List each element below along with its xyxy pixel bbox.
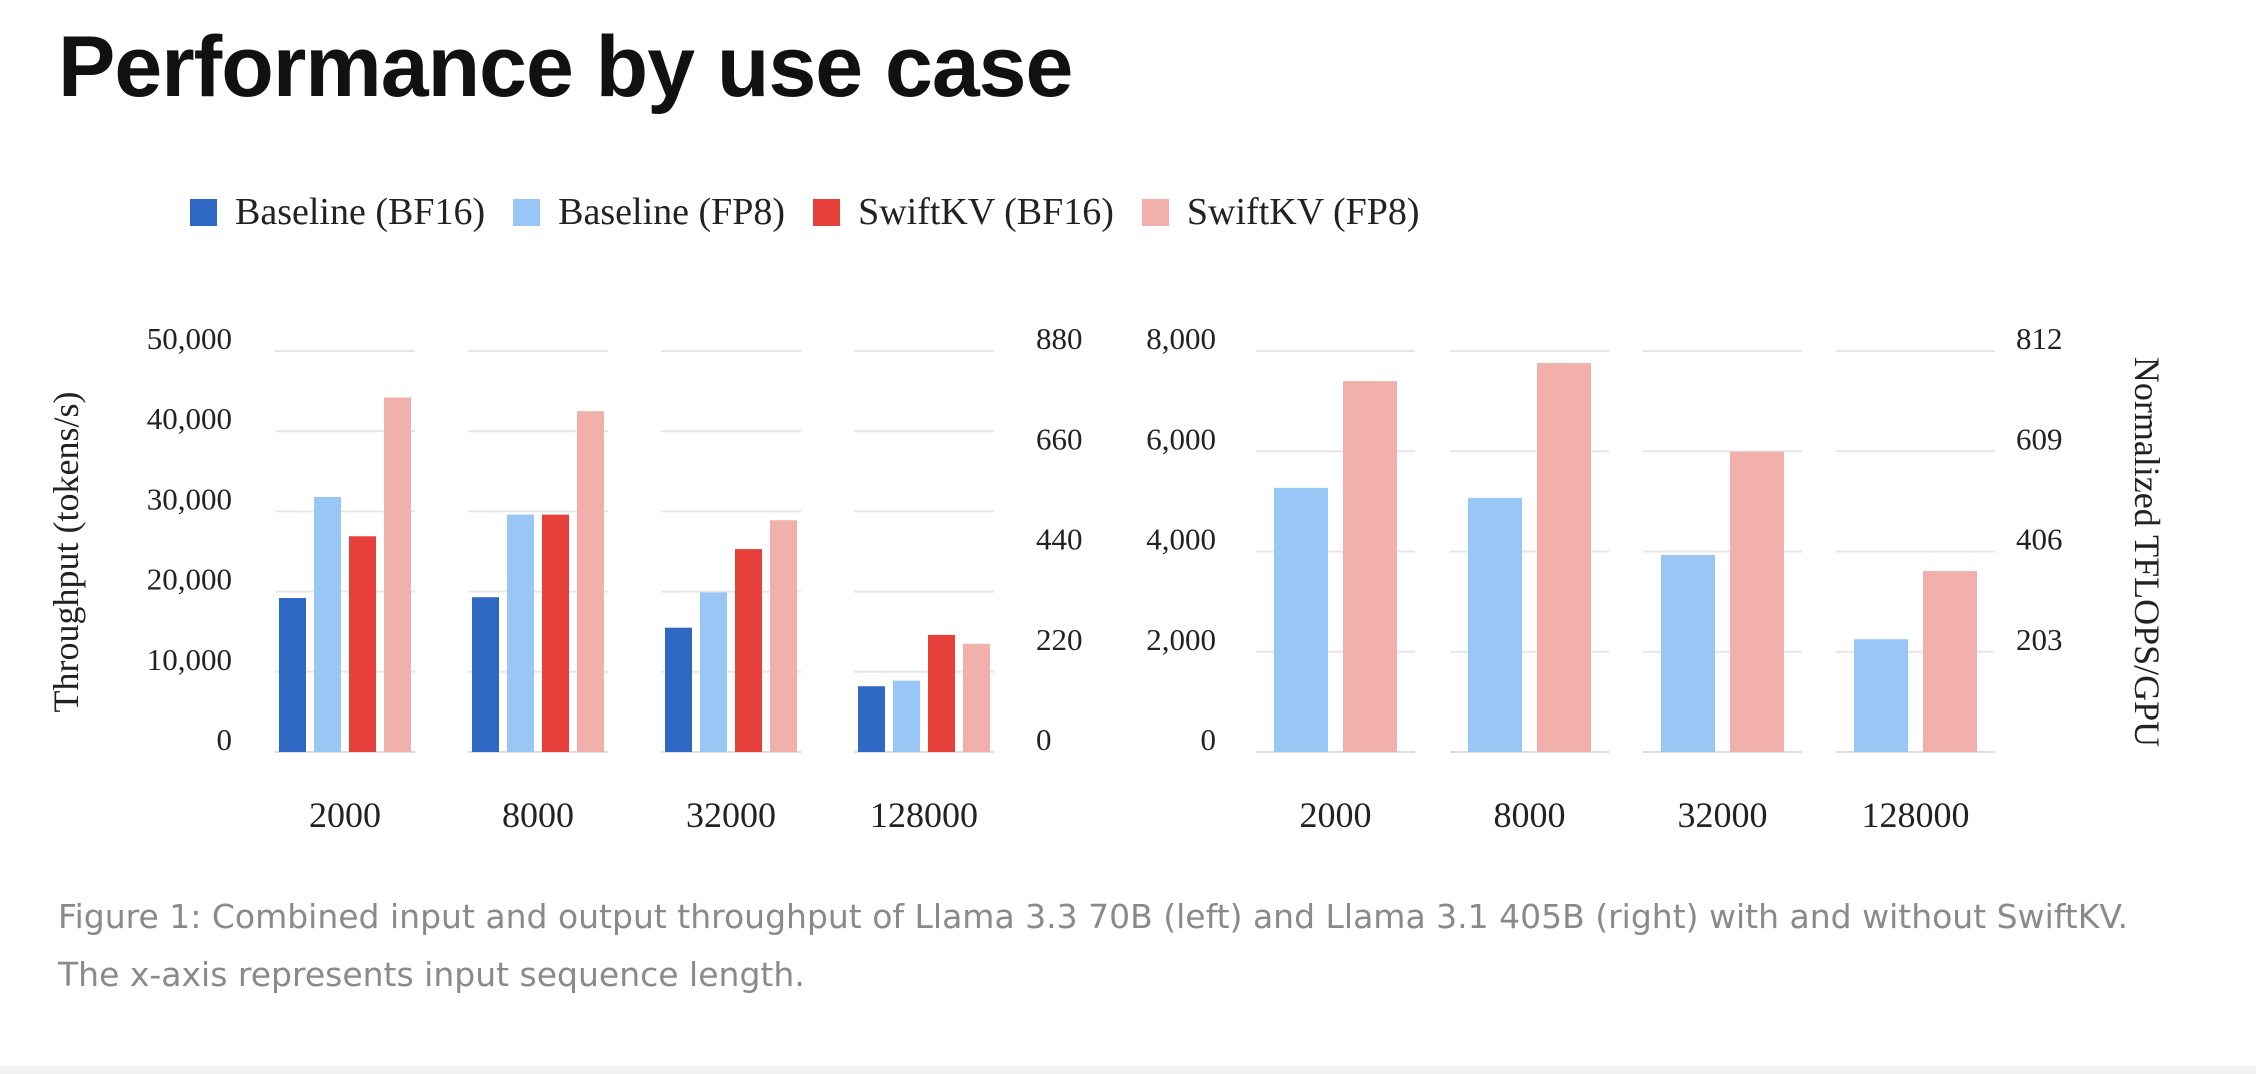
legend-label-swiftkv-fp8: SwiftKV (FP8) xyxy=(1186,191,1420,233)
left-chart-bar-baseline-fp8-2000 xyxy=(314,496,341,752)
right-chart-category-label: 32000 xyxy=(1678,795,1768,835)
left-chart-ytick-label: 20,000 xyxy=(147,562,232,597)
left-chart-ytick-label: 50,000 xyxy=(147,321,232,356)
legend-swatch-swiftkv-bf16 xyxy=(813,198,841,226)
right-chart-ytick-label: 0 xyxy=(1201,722,1217,757)
right-chart-ytick-label: 8,000 xyxy=(1146,321,1216,356)
left-chart-bar-swiftkv-fp8-128000 xyxy=(963,643,990,752)
figure-caption: Figure 1: Combined input and output thro… xyxy=(58,897,2129,994)
legend-item-swiftkv-fp8: SwiftKV (FP8) xyxy=(1141,190,1420,234)
left-chart-bar-swiftkv-bf16-2000 xyxy=(349,536,376,752)
charts-svg: 0 10,000 20,000 30,000 40,000 50,000 0 220 440 66… xyxy=(46,321,2167,835)
right-chart-y2label: Normalized TFLOPS/GPU xyxy=(2127,357,2167,747)
bottom-divider xyxy=(0,1066,2256,1074)
right-chart-bar-baseline-fp8-32000 xyxy=(1661,555,1715,752)
legend-swatch-baseline-fp8 xyxy=(513,198,541,226)
right-chart-bar-baseline-fp8-8000 xyxy=(1468,497,1522,752)
left-chart-category-label: 32000 xyxy=(686,795,776,835)
right-chart-bar-swiftkv-fp8-128000 xyxy=(1923,571,1977,752)
left-chart-bar-swiftkv-fp8-8000 xyxy=(577,411,604,752)
left-chart-ytick-label: 30,000 xyxy=(147,481,232,516)
left-chart-category-label: 2000 xyxy=(309,795,381,835)
right-chart-y2tick-label: 812 xyxy=(2016,321,2063,356)
left-chart-bar-baseline-fp8-8000 xyxy=(507,514,534,752)
right-chart-category-label: 2000 xyxy=(1300,795,1372,835)
right-chart-bar-swiftkv-fp8-32000 xyxy=(1730,451,1784,752)
left-chart-ytick-label: 0 xyxy=(217,722,233,757)
left-chart-category-label: 128000 xyxy=(870,795,978,835)
left-chart-y2tick-label: 440 xyxy=(1036,522,1083,557)
right-chart-ytick-label: 4,000 xyxy=(1146,522,1216,557)
left-chart-bar-swiftkv-fp8-32000 xyxy=(770,520,797,752)
right-chart-y2tick-label: 203 xyxy=(2016,622,2063,657)
left-chart-y2tick-label: 0 xyxy=(1036,722,1052,757)
legend-swatch-swiftkv-fp8 xyxy=(1141,198,1169,226)
left-chart-ylabel: Throughput (tokens/s) xyxy=(46,392,86,713)
left-chart-bar-swiftkv-bf16-8000 xyxy=(542,514,569,752)
page-title: Performance by use case xyxy=(58,19,1073,115)
right-chart-y2tick-label: 406 xyxy=(2016,522,2063,557)
chart-legend: Baseline (BF16) Baseline (FP8) SwiftKV (… xyxy=(190,186,1448,238)
left-chart-bar-baseline-bf16-32000 xyxy=(665,627,692,752)
legend-label-baseline-bf16: Baseline (BF16) xyxy=(235,191,486,233)
left-chart-bar-baseline-bf16-8000 xyxy=(472,597,499,752)
legend-item-baseline-fp8: Baseline (FP8) xyxy=(513,190,785,234)
right-chart-bar-baseline-fp8-128000 xyxy=(1854,639,1908,752)
left-chart-category-label: 8000 xyxy=(502,795,574,835)
left-chart-bar-baseline-bf16-2000 xyxy=(279,598,306,752)
legend-label-swiftkv-bf16: SwiftKV (BF16) xyxy=(858,191,1114,233)
left-chart-y2tick-label: 220 xyxy=(1036,622,1083,657)
right-chart-bar-swiftkv-fp8-2000 xyxy=(1343,381,1397,752)
left-chart-bar-baseline-bf16-128000 xyxy=(858,686,885,752)
left-chart-y2tick-label: 660 xyxy=(1036,421,1083,456)
left-chart-bar-baseline-fp8-32000 xyxy=(700,592,727,752)
legend-swatch-baseline-bf16 xyxy=(190,198,217,226)
right-chart-bar-baseline-fp8-2000 xyxy=(1274,487,1328,752)
left-chart-ytick-label: 10,000 xyxy=(147,642,232,677)
right-chart-category-label: 8000 xyxy=(1494,795,1566,835)
right-chart-y2tick-label: 609 xyxy=(2016,421,2063,456)
left-chart-bar-baseline-fp8-128000 xyxy=(893,680,920,752)
left-chart-y2tick-label: 880 xyxy=(1036,321,1083,356)
legend-item-swiftkv-bf16: SwiftKV (BF16) xyxy=(813,190,1114,234)
right-chart-category-label: 128000 xyxy=(1862,795,1970,835)
legend-item-baseline-bf16: Baseline (BF16) xyxy=(190,190,485,234)
legend-label-baseline-fp8: Baseline (FP8) xyxy=(558,191,786,233)
left-chart-bar-swiftkv-fp8-2000 xyxy=(384,397,411,752)
left-chart-bar-swiftkv-bf16-128000 xyxy=(928,634,955,752)
right-chart-bar-swiftkv-fp8-8000 xyxy=(1537,363,1591,752)
right-chart-ytick-label: 6,000 xyxy=(1146,421,1216,456)
left-chart-bar-swiftkv-bf16-32000 xyxy=(735,549,762,752)
left-chart-ytick-label: 40,000 xyxy=(147,401,232,436)
right-chart-ytick-label: 2,000 xyxy=(1146,622,1216,657)
